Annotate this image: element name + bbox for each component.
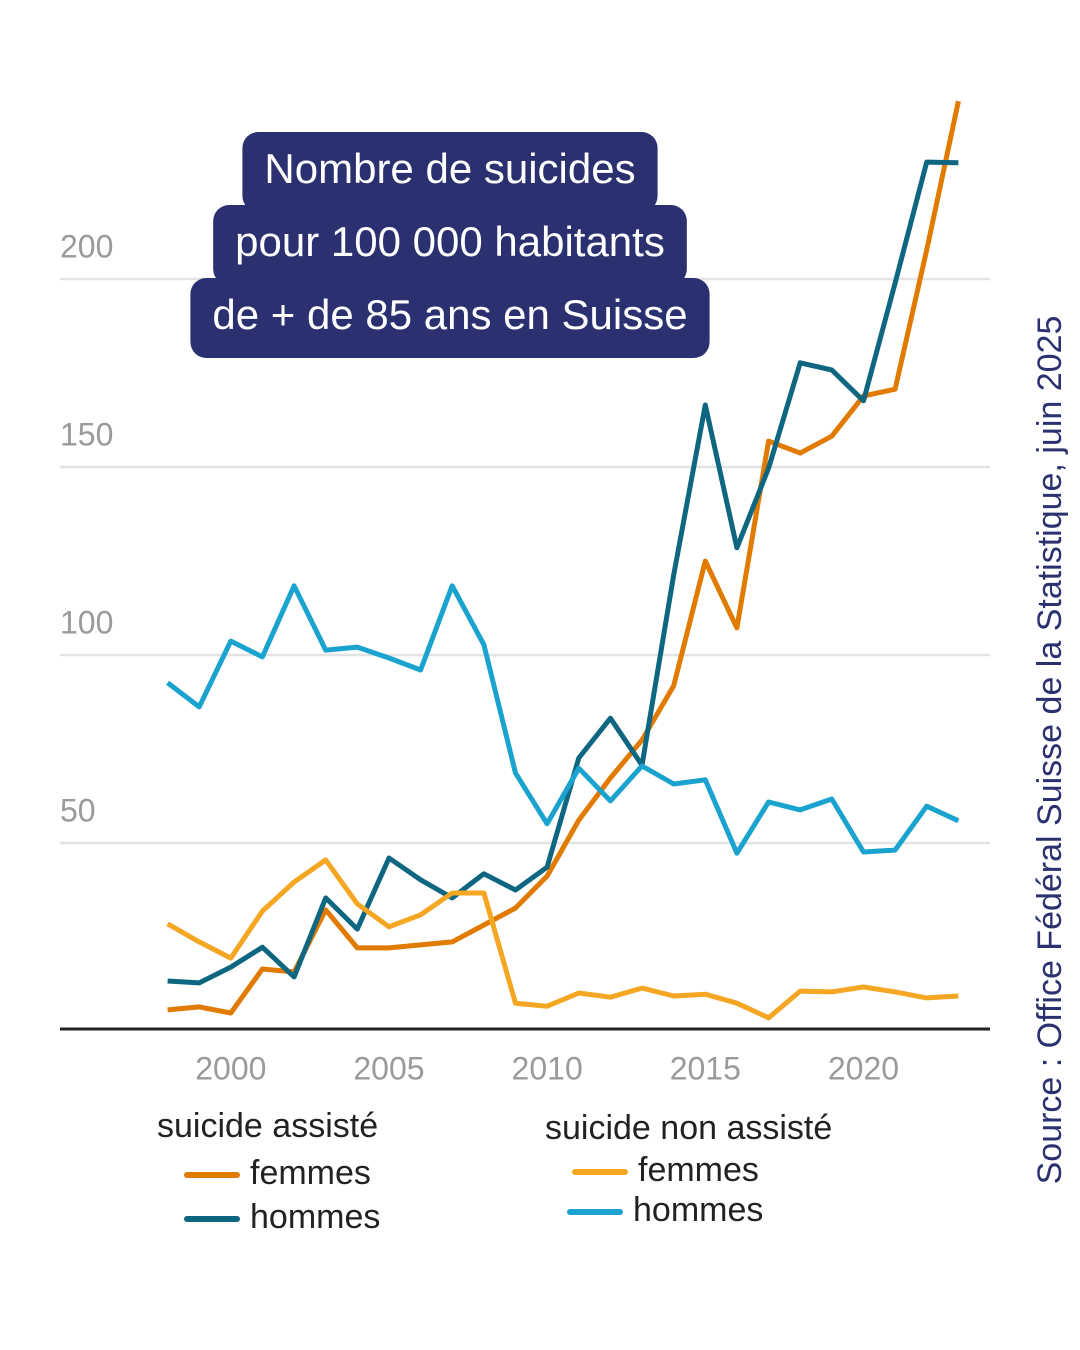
legend-group-title: suicide non assisté	[545, 1109, 832, 1147]
title-box: Nombre de suicides pour 100 000 habitants…	[190, 132, 710, 358]
title-band	[213, 205, 687, 285]
title-line: de + de 85 ans en Suisse	[212, 291, 687, 338]
legend-label: hommes	[250, 1198, 380, 1236]
title-band	[242, 132, 658, 212]
legend-group-title: suicide assisté	[157, 1107, 378, 1145]
legend-label: femmes	[250, 1154, 371, 1192]
legend-label: femmes	[638, 1151, 759, 1189]
legend-label: hommes	[633, 1191, 763, 1229]
title-line: Nombre de suicides	[264, 145, 635, 192]
x-tick-label: 2020	[828, 1050, 899, 1086]
x-tick-label: 2010	[512, 1050, 583, 1086]
x-tick-label: 2005	[353, 1050, 424, 1086]
series-line	[167, 159, 959, 986]
y-tick-label: 200	[60, 228, 113, 264]
series-line	[166, 583, 960, 856]
y-tick-label: 150	[60, 416, 113, 452]
title-line: pour 100 000 habitants	[235, 218, 665, 265]
y-tick-label: 50	[60, 792, 96, 828]
y-tick-label: 100	[60, 604, 113, 640]
source: Source : Office Fédéral Suisse de la Sta…	[1031, 316, 1069, 1185]
title-band	[190, 278, 710, 358]
x-tick-label: 2015	[670, 1050, 741, 1086]
x-tick-label: 2000	[195, 1050, 266, 1086]
plot-area: 50 100 150 200 2000 2005 2010 2015 2020	[60, 100, 990, 1086]
series-line	[166, 857, 959, 1021]
